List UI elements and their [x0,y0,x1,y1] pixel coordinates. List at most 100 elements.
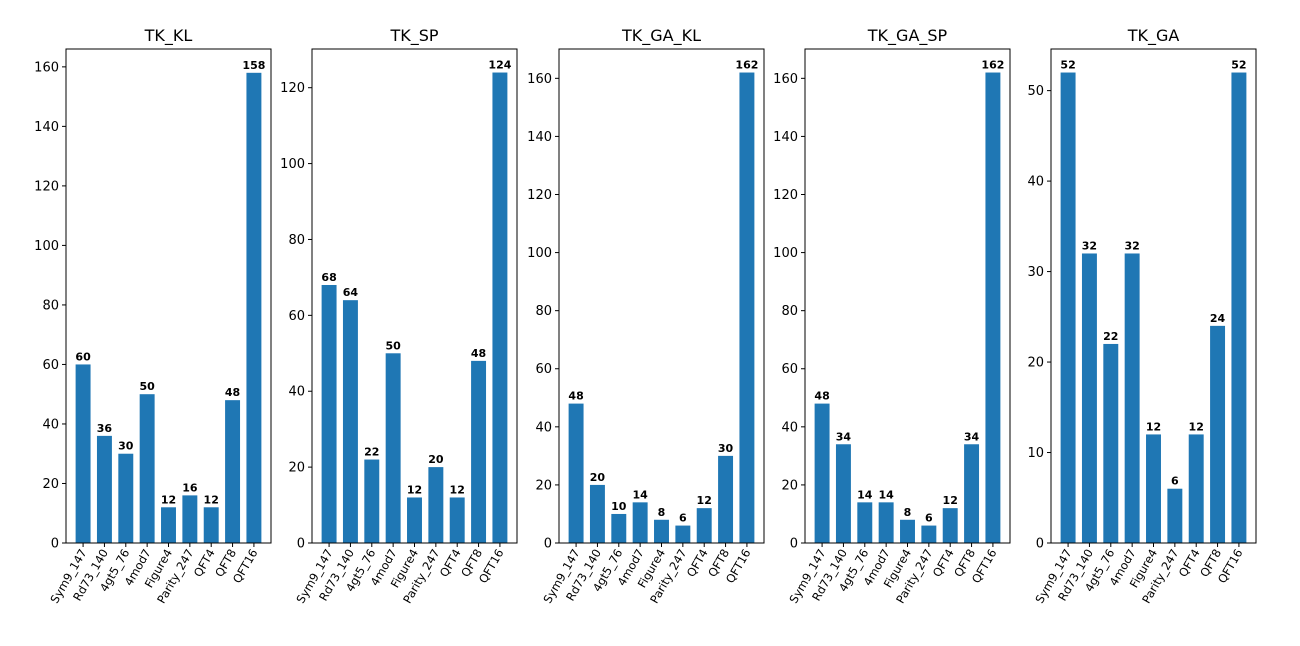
chart-title: TK_GA_KL [621,26,701,46]
y-tick-label: 40 [42,417,59,432]
bar-qft8 [1210,325,1226,543]
bar-4gt5-76 [118,453,134,543]
y-tick-label: 40 [288,385,305,400]
bar-parity-247 [921,525,937,543]
bar-4gt5-76 [857,502,873,543]
data-label: 48 [225,386,240,399]
y-tick-label: 60 [781,362,798,377]
bar-sym9-147 [1060,72,1076,544]
y-tick-label: 140 [773,130,798,145]
bar-parity-247 [1167,488,1183,543]
chart-title: TK_SP [389,26,438,46]
y-tick-label: 80 [42,298,59,313]
bar-qft8 [471,360,487,543]
data-label: 30 [718,442,734,455]
bar-sym9-147 [75,364,91,543]
data-label: 48 [814,390,829,403]
y-tick-label: 10 [1027,446,1044,461]
y-tick-label: 30 [1027,265,1044,280]
bar-sym9-147 [568,403,584,543]
bar-4mod7 [385,353,401,543]
data-label: 52 [1231,59,1246,72]
data-label: 36 [97,422,113,435]
y-tick-label: 100 [527,246,552,261]
data-label: 14 [632,488,648,501]
y-tick-label: 140 [527,130,552,145]
data-label: 12 [450,483,465,496]
y-tick-label: 120 [527,188,552,203]
y-tick-label: 20 [288,461,305,476]
x-tick-label: QFT4 [437,547,464,580]
data-label: 20 [590,471,606,484]
bar-parity-247 [182,495,198,543]
data-label: 68 [321,271,336,284]
y-tick-label: 20 [1027,356,1044,371]
bar-qft8 [225,400,241,543]
bar-qft16 [985,72,1001,544]
chart-panel-tk-ga: TK_GA52Sym9_14732Rd73_140224gt5_76324mod… [1027,26,1257,606]
bar-qft8 [964,444,980,543]
x-tick-label: QFT4 [930,547,957,580]
y-tick-label: 140 [34,120,59,135]
data-label: 6 [679,512,687,525]
bar-parity-247 [675,525,691,543]
bar-qft16 [246,72,262,544]
y-tick-label: 0 [790,537,798,552]
data-label: 14 [878,488,894,501]
y-tick-label: 100 [280,157,305,172]
y-tick-label: 120 [34,179,59,194]
data-label: 10 [611,500,627,513]
x-tick-label: QFT4 [191,547,218,580]
data-label: 48 [568,390,583,403]
data-label: 162 [735,59,758,72]
bar-qft4 [1188,434,1204,543]
y-tick-label: 100 [773,246,798,261]
bar-qft16 [1231,72,1247,544]
data-label: 12 [204,493,219,506]
bar-figure4 [654,519,669,543]
data-label: 12 [1146,420,1161,433]
bar-rd73-140 [342,300,358,543]
data-label: 12 [943,494,958,507]
data-label: 52 [1060,59,1075,72]
y-tick-label: 100 [34,239,59,254]
data-label: 124 [488,59,511,72]
bar-parity-247 [428,467,444,543]
data-label: 12 [1189,420,1204,433]
bar-qft16 [492,72,508,544]
y-tick-label: 40 [535,420,552,435]
y-tick-label: 0 [1036,537,1044,552]
chart-panel-tk-sp: TK_SP68Sym9_14764Rd73_140224gt5_76504mod… [280,26,518,606]
chart-title: TK_KL [144,26,193,46]
data-label: 32 [1124,239,1139,252]
chart-title: TK_GA [1127,26,1180,46]
y-tick-label: 40 [781,420,798,435]
y-tick-label: 60 [288,309,305,324]
data-label: 158 [242,59,265,72]
data-label: 30 [118,440,134,453]
data-label: 12 [697,494,712,507]
chart-panel-tk-ga-sp: TK_GA_SP48Sym9_14734Rd73_140144gt5_76144… [773,26,1011,606]
y-tick-label: 160 [34,60,59,75]
data-label: 12 [407,483,422,496]
data-label: 64 [343,286,359,299]
chart-title: TK_GA_SP [867,26,948,46]
y-tick-label: 20 [535,478,552,493]
y-tick-label: 80 [288,233,305,248]
x-tick-label: QFT4 [1176,547,1203,580]
data-label: 34 [836,430,852,443]
y-tick-label: 120 [773,188,798,203]
data-label: 162 [981,59,1004,72]
bar-rd73-140 [96,435,112,543]
data-label: 50 [139,380,155,393]
y-tick-label: 60 [535,362,552,377]
data-label: 6 [925,512,933,525]
bar-qft4 [696,508,712,543]
axes-frame [1050,48,1257,544]
bar-4mod7 [878,502,894,543]
bar-4mod7 [139,394,155,543]
axes-frame [804,48,1011,544]
bar-qft16 [739,72,755,544]
data-label: 12 [161,493,176,506]
data-label: 48 [471,347,486,360]
